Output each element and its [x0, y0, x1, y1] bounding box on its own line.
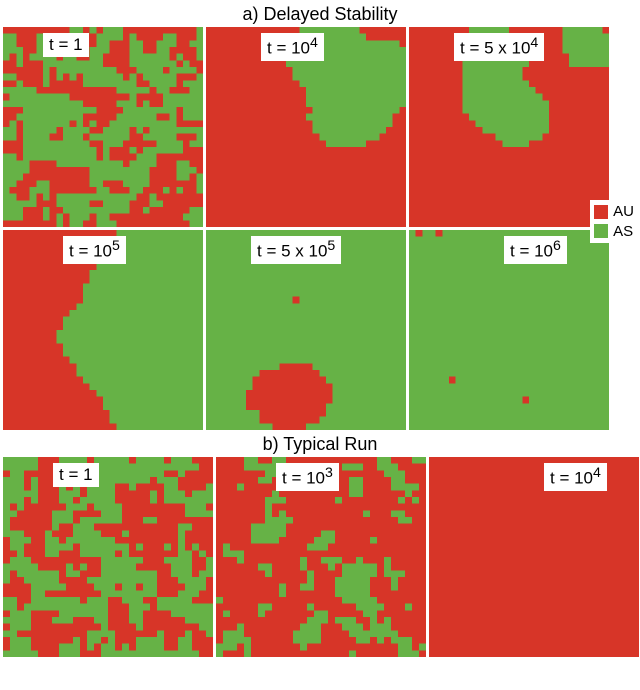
lattice-panel: t = 105: [3, 230, 203, 430]
panel-time-label: t = 5 x 104: [454, 33, 544, 61]
panel-time-label: t = 106: [504, 236, 567, 264]
panel-time-label: t = 1: [43, 33, 89, 57]
lattice-panel: t = 106: [409, 230, 609, 430]
section-b-title: b) Typical Run: [0, 430, 640, 457]
legend-swatch: [594, 205, 608, 219]
panel-time-label: t = 105: [63, 236, 126, 264]
lattice-panel: t = 103: [216, 457, 426, 657]
panel-time-label: t = 103: [276, 463, 339, 491]
section-a-title: a) Delayed Stability: [0, 0, 640, 27]
legend-item: AS: [594, 222, 634, 242]
figure-root: a) Delayed Stability t = 1 t = 104 t = 5 x…: [0, 0, 640, 690]
lattice-panel: t = 104: [429, 457, 639, 657]
legend: AUAS: [590, 200, 638, 243]
legend-swatch: [594, 224, 608, 238]
lattice-canvas: [3, 457, 213, 657]
panel-time-label: t = 104: [261, 33, 324, 61]
legend-label: AS: [613, 222, 633, 242]
lattice-panel: t = 104: [206, 27, 406, 227]
panel-time-label: t = 104: [544, 463, 607, 491]
lattice-canvas: [3, 27, 203, 227]
panel-time-label: t = 1: [53, 463, 99, 487]
panel-time-label: t = 5 x 105: [251, 236, 341, 264]
section-b-row-1: t = 1 t = 103 t = 104: [0, 457, 640, 657]
lattice-panel: t = 5 x 105: [206, 230, 406, 430]
section-a-row-2: t = 105 t = 5 x 105 t = 106: [0, 230, 640, 430]
section-a-row-1: t = 1 t = 104 t = 5 x 104: [0, 27, 640, 227]
legend-label: AU: [613, 202, 634, 222]
legend-item: AU: [594, 202, 634, 222]
lattice-canvas: [429, 457, 639, 657]
lattice-panel: t = 1: [3, 457, 213, 657]
lattice-panel: t = 5 x 104: [409, 27, 609, 227]
lattice-panel: t = 1: [3, 27, 203, 227]
